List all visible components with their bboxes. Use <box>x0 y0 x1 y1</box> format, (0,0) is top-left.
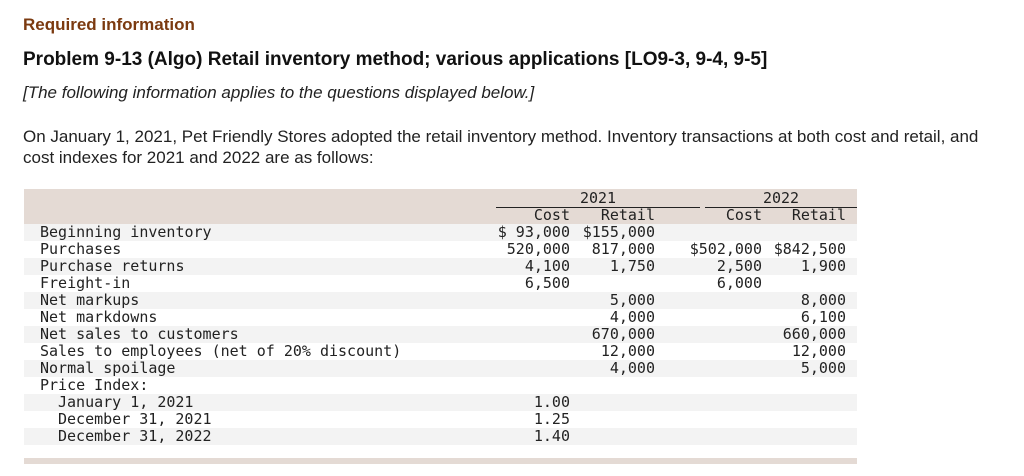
row-value: 1.40 <box>533 427 570 445</box>
table-header: 2021 2022 Cost Retail Cost Retail <box>24 189 857 224</box>
subheader-cost-2022: Cost <box>725 206 762 224</box>
row-value: 660,000 <box>782 325 846 343</box>
subheader-retail-2021: Retail <box>600 206 655 224</box>
row-value: 8,000 <box>800 291 846 309</box>
table-bottom-bar <box>24 458 857 464</box>
row-value: 4,000 <box>609 308 655 326</box>
row-label: January 1, 2021 <box>58 393 194 411</box>
row-value: 1,750 <box>609 257 655 275</box>
table-row: Net sales to customers 670,000 660,000 <box>24 326 857 343</box>
row-label: December 31, 2021 <box>58 410 212 428</box>
subheader-cost-2021: Cost <box>533 206 570 224</box>
row-label: Freight-in <box>40 274 131 292</box>
table-row: Price Index: <box>24 377 857 394</box>
row-value: $502,000 <box>689 240 762 258</box>
row-value: $155,000 <box>582 223 655 241</box>
table-row: Freight-in 6,500 6,000 <box>24 275 857 292</box>
table-row: December 31, 2022 1.40 <box>24 428 857 445</box>
row-value: 12,000 <box>791 342 846 360</box>
row-label: Beginning inventory <box>40 223 212 241</box>
inventory-table: 2021 2022 Cost Retail Cost Retail Beginn… <box>24 189 857 445</box>
table-row: Normal spoilage 4,000 5,000 <box>24 360 857 377</box>
row-label: Sales to employees (net of 20% discount) <box>40 342 402 360</box>
problem-title: Problem 9-13 (Algo) Retail inventory met… <box>23 49 768 70</box>
table-row: December 31, 2021 1.25 <box>24 411 857 428</box>
table-row: Net markdowns 4,000 6,100 <box>24 309 857 326</box>
table-row: Purchases 520,000 817,000 $502,000 $842,500 <box>24 241 857 258</box>
row-value: 2,500 <box>716 257 762 275</box>
row-value: 1.25 <box>533 410 570 428</box>
row-value: 5,000 <box>609 291 655 309</box>
row-label: Normal spoilage <box>40 359 176 377</box>
row-value: 6,100 <box>800 308 846 326</box>
row-value: 670,000 <box>591 325 655 343</box>
subheader-retail-2022: Retail <box>791 206 846 224</box>
row-value: 1,900 <box>800 257 846 275</box>
required-information-heading: Required information <box>23 15 195 34</box>
problem-intro: On January 1, 2021, Pet Friendly Stores … <box>23 127 979 167</box>
row-value: 4,000 <box>609 359 655 377</box>
row-value: 12,000 <box>600 342 655 360</box>
row-value: 6,000 <box>716 274 762 292</box>
table-row: Purchase returns 4,100 1,750 2,500 1,900 <box>24 258 857 275</box>
row-value: $ 93,000 <box>497 223 570 241</box>
table-row: Sales to employees (net of 20% discount)… <box>24 343 857 360</box>
row-label: Net markdowns <box>40 308 158 326</box>
table-body: Beginning inventory $ 93,000 $155,000 Purch… <box>24 224 857 445</box>
row-label: Net markups <box>40 291 140 309</box>
row-value: 5,000 <box>800 359 846 377</box>
row-label: Purchases <box>40 240 122 258</box>
row-value: 4,100 <box>524 257 570 275</box>
instruction-note: [The following information applies to th… <box>23 83 535 102</box>
row-label: Price Index: <box>40 376 149 394</box>
row-value: 817,000 <box>591 240 655 258</box>
table-row: Beginning inventory $ 93,000 $155,000 <box>24 224 857 241</box>
row-value: 6,500 <box>524 274 570 292</box>
year-header-2021: 2021 <box>496 190 700 208</box>
table-row: January 1, 2021 1.00 <box>24 394 857 411</box>
row-value: 520,000 <box>506 240 570 258</box>
year-header-2022: 2022 <box>705 190 857 208</box>
row-label: December 31, 2022 <box>58 427 212 445</box>
row-label: Net sales to customers <box>40 325 239 343</box>
row-value: $842,500 <box>773 240 846 258</box>
row-value: 1.00 <box>533 393 570 411</box>
table-row: Net markups 5,000 8,000 <box>24 292 857 309</box>
row-label: Purchase returns <box>40 257 185 275</box>
